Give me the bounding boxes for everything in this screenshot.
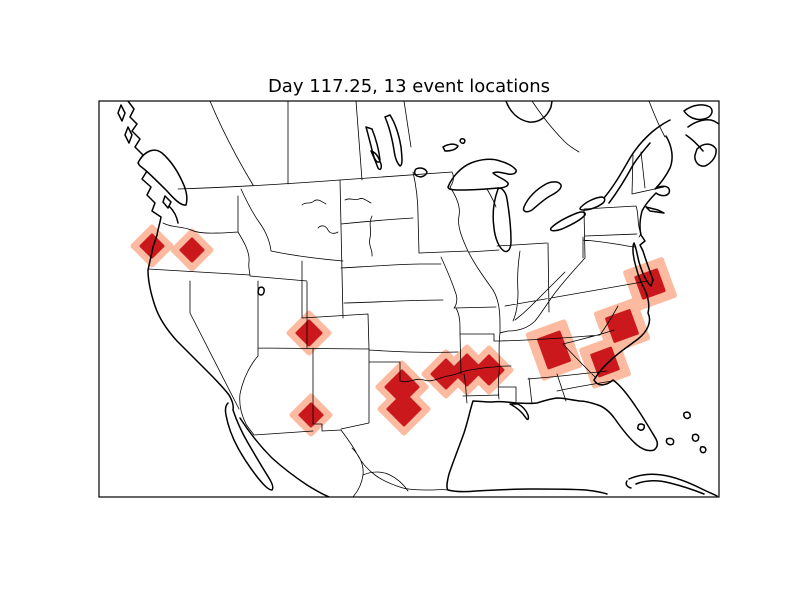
gulf-of-california-coast	[239, 417, 330, 497]
manitoba-lakes	[365, 114, 466, 178]
vancouver-island	[137, 149, 188, 206]
event-core-west-central-texas	[386, 391, 422, 427]
event-core-oklahoma-arkansas-border	[450, 353, 484, 387]
lake-okeechobee	[636, 423, 645, 431]
james-bay	[505, 101, 553, 123]
bahamas-islands	[665, 411, 707, 454]
coastal-islands	[117, 104, 179, 224]
plot-frame	[98, 100, 720, 498]
mississippi-delta	[509, 403, 530, 421]
event-core-oregon-coast	[139, 233, 165, 259]
basemap	[117, 101, 719, 497]
event-core-eastern-oregon	[179, 237, 205, 263]
long-island	[645, 206, 665, 214]
nova-scotia-maritimes	[683, 104, 719, 167]
figure-title: Day 117.25, 13 event locations	[267, 76, 551, 97]
event-core-utah	[295, 319, 323, 347]
cuba-coastline	[625, 473, 718, 497]
event-core-central-arkansas	[473, 354, 505, 386]
state-borders	[147, 151, 665, 497]
great-lakes	[447, 158, 606, 253]
great-salt-lake	[257, 286, 265, 296]
event-cores	[139, 233, 666, 428]
event-core-carolinas-coast	[605, 309, 639, 343]
st-lawrence-river	[603, 119, 671, 204]
event-core-new-mexico-texas-border	[298, 402, 324, 428]
event-core-georgia-coast	[590, 346, 620, 378]
canada-borders	[177, 101, 666, 190]
event-core-alabama-georgia-border	[537, 330, 571, 370]
pacific-coastline	[127, 101, 274, 491]
